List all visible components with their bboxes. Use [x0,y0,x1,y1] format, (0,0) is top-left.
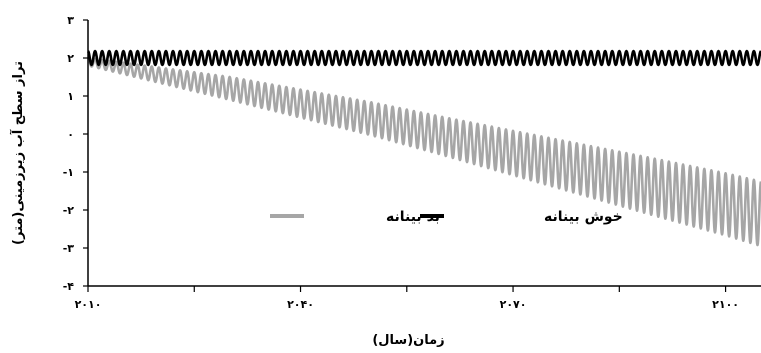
legend-label: بد بینانه [386,209,440,225]
y-tick-label: ۰ [67,128,74,141]
y-tick-label: ۱ [67,90,74,103]
x-tick-label: ۲۰۱۰ [75,298,102,311]
x-tick-label: ۲۰۴۰ [287,298,314,311]
axes [87,20,761,287]
y-axis-ticks: ۳ ۲ ۱ ۰ -۱ -۲ -۳ -۴ [63,14,88,293]
x-axis-ticks: ۲۰۱۰ ۲۰۴۰ ۲۰۷۰ ۲۱۰۰ [75,286,739,311]
y-tick-label: -۴ [63,280,75,293]
y-tick-label: ۳ [67,14,74,27]
x-axis-title: زمان(سال) [372,333,444,348]
y-tick-label: -۲ [63,204,75,217]
y-tick-label: -۳ [63,242,75,255]
x-tick-label: ۲۱۰۰ [712,298,739,311]
legend: خوش بینانه بد بینانه [270,209,623,225]
series-lines [87,49,761,247]
series-line [87,49,761,67]
series-line [87,56,761,247]
legend-label: خوش بینانه [544,209,623,225]
y-axis-title: تراز سطح آب زیرزمینی(متر) [9,61,26,245]
y-tick-label: -۱ [63,166,74,179]
x-tick-label: ۲۰۷۰ [500,298,527,311]
y-tick-label: ۲ [67,52,74,65]
